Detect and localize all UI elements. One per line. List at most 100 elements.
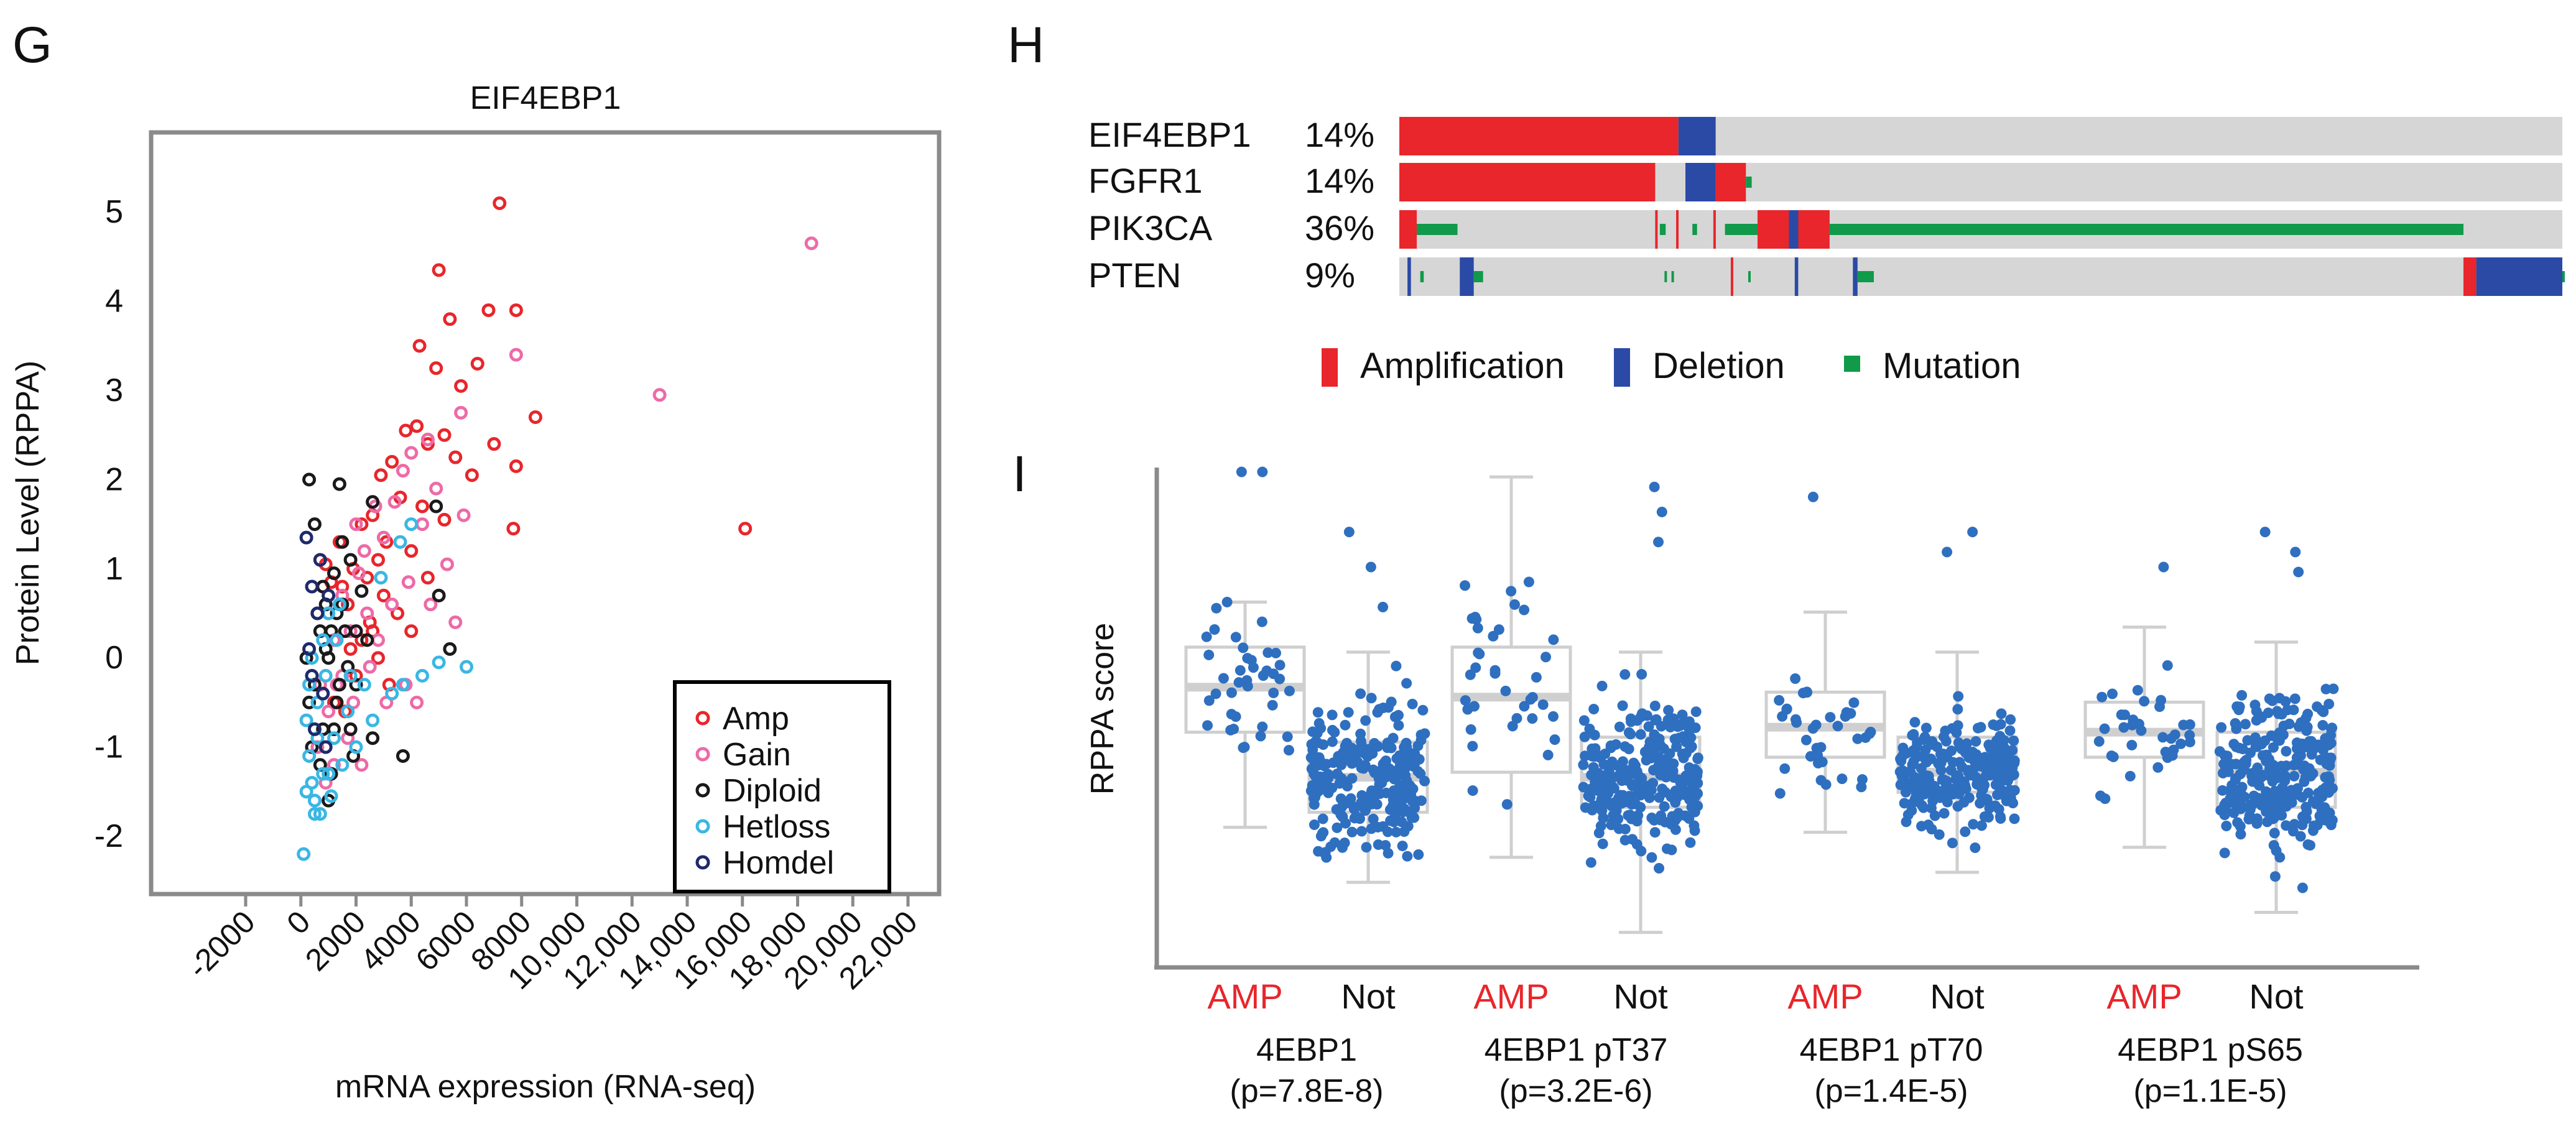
data-point [1685,837,1696,848]
data-point [1525,694,1536,705]
group-title: 4EBP1 pT37 [1485,1032,1668,1068]
scatter-point-amp [437,428,452,442]
data-point [1968,819,1979,830]
data-point [1685,732,1697,743]
data-point [1284,685,1295,696]
panel-h-letter: H [1008,17,1044,73]
data-point [1916,821,1927,832]
y-tick-label: 0 [105,640,123,676]
data-point [1913,794,1924,805]
data-point [1419,775,1430,787]
data-point [1315,722,1327,734]
data-point [1653,760,1664,772]
data-point [1929,810,1940,821]
data-point [2269,790,2281,801]
group-category-label: Not [1613,977,1668,1016]
data-point [2169,729,2180,740]
scatter-point-diploid [338,624,352,639]
data-point [1578,759,1589,770]
data-point [1656,810,1667,821]
data-point [1597,838,1608,849]
data-point [1614,721,1625,732]
data-point [1235,665,1246,676]
amplification-segment [1399,163,1656,201]
data-point [1662,714,1674,726]
data-point [1995,811,2006,823]
data-point [1996,748,2008,759]
data-point [2217,785,2228,796]
scatter-point-gain [420,432,435,446]
gene-label: PTEN [1088,256,1181,295]
group-category-label: Not [1341,977,1396,1016]
data-point [2139,696,2150,707]
data-point [1270,647,1281,658]
data-point [1312,707,1323,718]
data-point [1203,695,1215,706]
data-point [1952,704,1963,715]
data-point [1519,604,1530,616]
data-point [1998,735,2009,746]
data-point [2240,758,2251,769]
data-point [1317,813,1328,824]
data-point [1242,653,1253,664]
scatter-point-gain [360,606,374,620]
scatter-point-hetloss [327,731,341,745]
data-point [2230,717,2241,729]
data-point [1391,826,1402,837]
scatter-point-homdel [322,588,336,602]
data-point [2297,882,2308,893]
scatter-point-gain [415,517,429,532]
data-point [1810,719,1822,731]
data-point [1419,728,1430,739]
outlier-point [1653,537,1664,548]
deletion-segment [1789,210,1799,249]
box-plot-chart: RPPA score AMP Not 4EBP1 (p=7.8E-8) AMP Not 4E… [1085,466,2419,1109]
data-point [1926,824,1937,835]
data-point [1925,754,1937,765]
data-point [1417,704,1429,716]
data-point [1519,701,1530,712]
data-point [1675,720,1686,731]
data-point [2320,683,2332,694]
deletion-segment [1460,257,1474,296]
data-point [2126,739,2138,750]
mutation-segment [1748,271,1751,282]
data-point [1661,772,1672,783]
data-point [1936,755,1947,766]
data-point [1626,799,1638,810]
scatter-point-amp [429,361,443,376]
data-point [1389,787,1400,798]
data-point [1337,842,1348,853]
data-point [2321,759,2332,770]
data-point [1352,757,1363,768]
data-point [1651,742,1662,753]
oncoprint: EIF4EBP1 14% FGFR1 14% PIK3CA 36% PTEN 9% Ampli… [1088,115,2565,387]
box-iqr [1450,645,1572,774]
data-point [1779,763,1791,774]
scatter-point-homdel [302,642,317,656]
scatter-point-gain [376,530,391,545]
y-tick-label: 5 [105,194,123,230]
mutation-segment [1857,271,1874,282]
data-point [2124,770,2136,782]
data-point [1346,742,1357,754]
data-point [1845,708,1856,719]
group-pvalue: (p=1.1E-5) [2133,1073,2287,1109]
scatter-point-hetloss [307,793,322,808]
scatter-point-diploid [302,695,317,709]
y-tick-label: 4 [105,284,123,320]
data-point [1633,780,1644,791]
data-point [1466,613,1478,624]
group-pvalue: (p=3.2E-6) [1499,1073,1652,1109]
data-point [1661,753,1672,764]
scatter-point-hetloss [341,704,355,719]
data-point [1907,782,1919,793]
data-point [1399,826,1410,837]
data-point [1378,821,1389,832]
data-point [1343,707,1354,718]
scatter-point-hetloss [297,847,311,861]
data-point [2184,736,2195,747]
x-tick-label: 2000 [299,904,372,977]
scatter-point-hetloss [343,668,358,683]
